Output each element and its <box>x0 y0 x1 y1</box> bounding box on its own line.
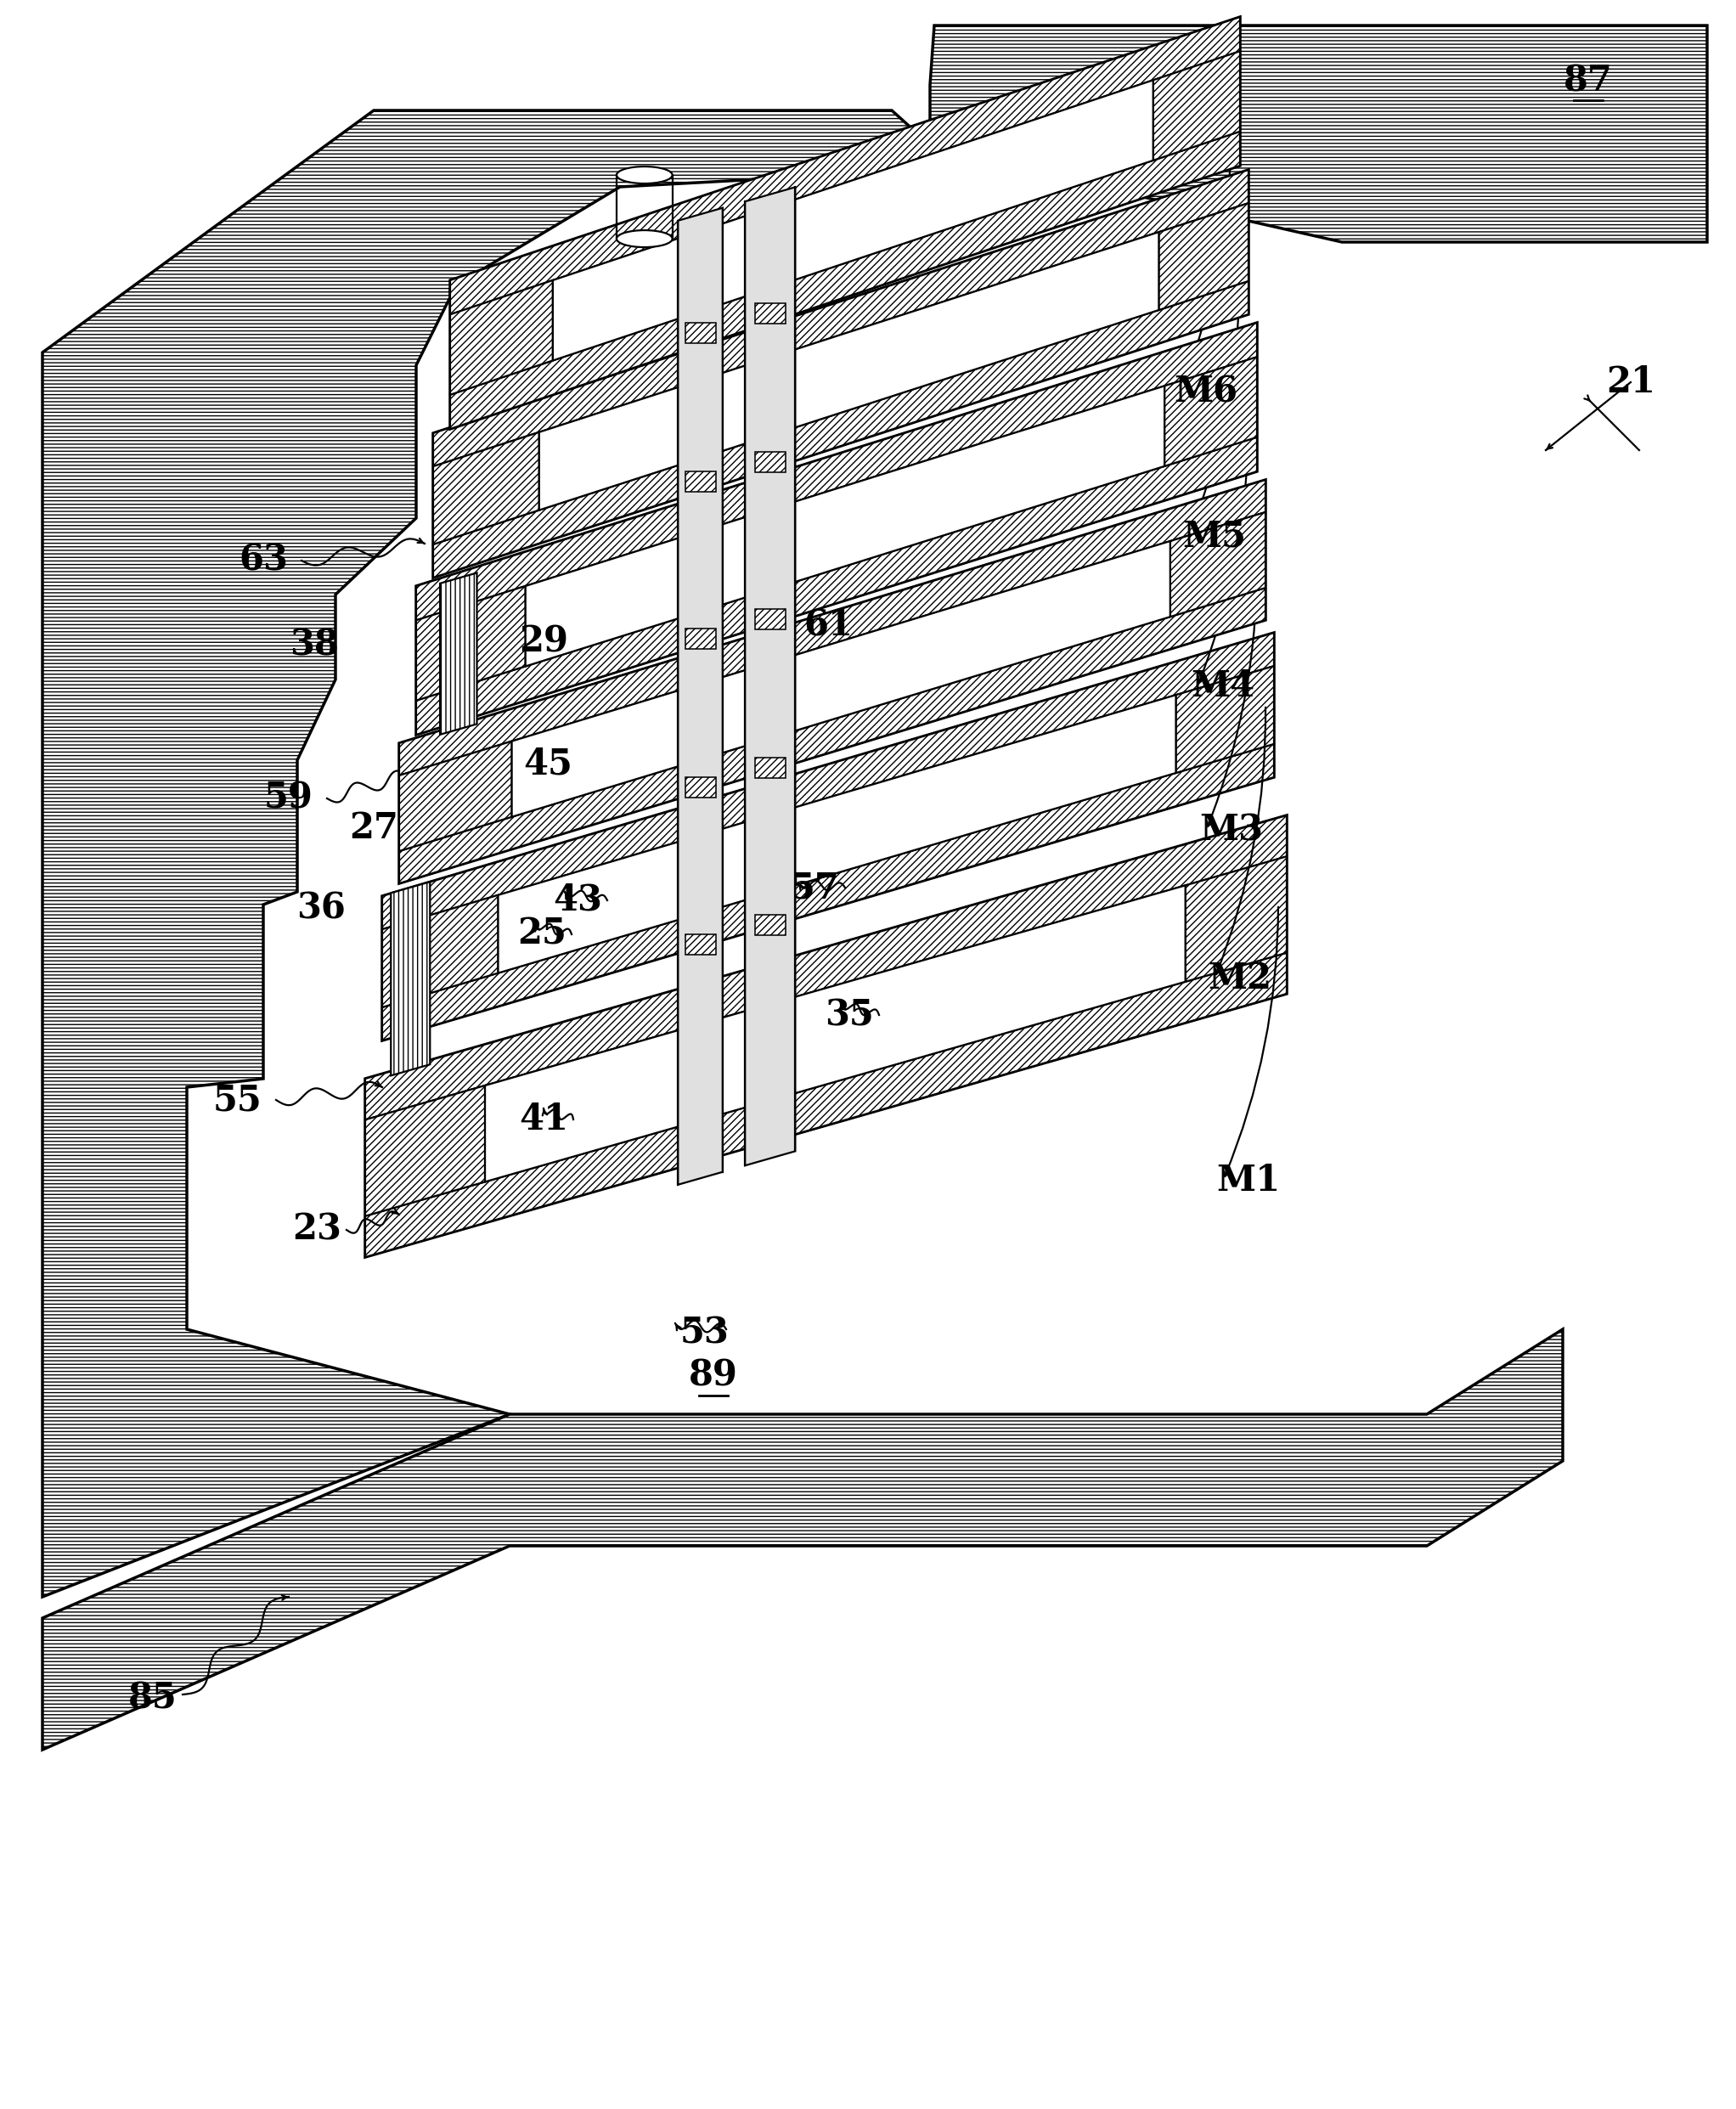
Polygon shape <box>450 280 552 394</box>
Polygon shape <box>686 778 715 797</box>
Polygon shape <box>450 17 1240 428</box>
Text: M1: M1 <box>1217 1162 1281 1198</box>
Text: 57: 57 <box>792 869 840 905</box>
Text: 39: 39 <box>748 453 797 489</box>
Polygon shape <box>391 882 431 1076</box>
Polygon shape <box>526 386 1165 666</box>
Text: 63: 63 <box>240 542 288 578</box>
Polygon shape <box>399 588 1266 884</box>
Polygon shape <box>382 633 1274 930</box>
Polygon shape <box>679 209 722 1185</box>
Polygon shape <box>450 131 1240 428</box>
Text: 23: 23 <box>292 1213 342 1249</box>
Text: 36: 36 <box>297 890 345 926</box>
Text: 87: 87 <box>1564 63 1613 99</box>
Polygon shape <box>498 696 1175 972</box>
Polygon shape <box>512 542 1170 816</box>
Text: 55: 55 <box>214 1082 262 1118</box>
Polygon shape <box>417 323 1257 734</box>
Polygon shape <box>686 472 715 491</box>
Polygon shape <box>1165 356 1257 466</box>
Polygon shape <box>417 323 1257 620</box>
Ellipse shape <box>616 230 672 247</box>
Text: 35: 35 <box>825 998 873 1033</box>
Polygon shape <box>434 432 540 544</box>
Polygon shape <box>745 188 795 1166</box>
Polygon shape <box>1160 202 1248 310</box>
Polygon shape <box>755 757 785 778</box>
Text: M4: M4 <box>1191 669 1255 704</box>
Polygon shape <box>484 886 1186 1181</box>
Text: 53: 53 <box>681 1316 729 1352</box>
Polygon shape <box>755 451 785 472</box>
Polygon shape <box>399 740 512 852</box>
Polygon shape <box>417 437 1257 734</box>
Polygon shape <box>755 304 785 323</box>
Text: 38: 38 <box>290 628 339 664</box>
Polygon shape <box>450 17 1240 314</box>
Polygon shape <box>365 1086 484 1217</box>
Text: 49: 49 <box>519 483 568 519</box>
Polygon shape <box>365 953 1286 1257</box>
Text: M6: M6 <box>1174 375 1238 411</box>
Polygon shape <box>382 633 1274 1040</box>
Polygon shape <box>399 481 1266 884</box>
Polygon shape <box>434 280 1248 578</box>
Text: 85: 85 <box>128 1681 177 1717</box>
Polygon shape <box>417 586 526 700</box>
Polygon shape <box>42 1329 1562 1750</box>
Polygon shape <box>540 232 1160 510</box>
Polygon shape <box>552 80 1153 361</box>
Polygon shape <box>930 25 1706 243</box>
Polygon shape <box>382 894 498 1008</box>
Polygon shape <box>399 481 1266 776</box>
Polygon shape <box>1170 512 1266 616</box>
Text: 29: 29 <box>519 624 568 660</box>
Polygon shape <box>439 574 477 734</box>
Ellipse shape <box>616 167 672 183</box>
Text: 41: 41 <box>519 1101 568 1137</box>
Polygon shape <box>755 915 785 934</box>
Polygon shape <box>382 744 1274 1040</box>
Polygon shape <box>434 171 1248 578</box>
Text: 83: 83 <box>715 192 764 228</box>
Text: 61: 61 <box>804 607 852 641</box>
Text: 59: 59 <box>264 780 312 816</box>
Text: 37: 37 <box>745 721 793 757</box>
Polygon shape <box>1175 666 1274 772</box>
Text: 43: 43 <box>554 882 602 917</box>
Text: M3: M3 <box>1200 812 1264 848</box>
Polygon shape <box>686 934 715 955</box>
Polygon shape <box>686 628 715 650</box>
Text: 47: 47 <box>745 584 793 620</box>
Text: M5: M5 <box>1182 519 1246 555</box>
Polygon shape <box>365 816 1286 1120</box>
Text: 33: 33 <box>451 394 500 430</box>
Polygon shape <box>1153 51 1240 160</box>
Text: 21: 21 <box>1606 365 1656 401</box>
Text: M2: M2 <box>1208 960 1272 995</box>
Text: 31: 31 <box>476 506 526 542</box>
Text: 45: 45 <box>523 747 573 782</box>
Polygon shape <box>686 323 715 344</box>
Text: 89: 89 <box>689 1358 738 1394</box>
Polygon shape <box>365 816 1286 1257</box>
Polygon shape <box>755 610 785 628</box>
Polygon shape <box>1186 856 1286 981</box>
Polygon shape <box>434 171 1248 466</box>
Text: 27: 27 <box>349 810 398 846</box>
Polygon shape <box>42 110 934 1597</box>
Text: 25: 25 <box>517 917 566 951</box>
